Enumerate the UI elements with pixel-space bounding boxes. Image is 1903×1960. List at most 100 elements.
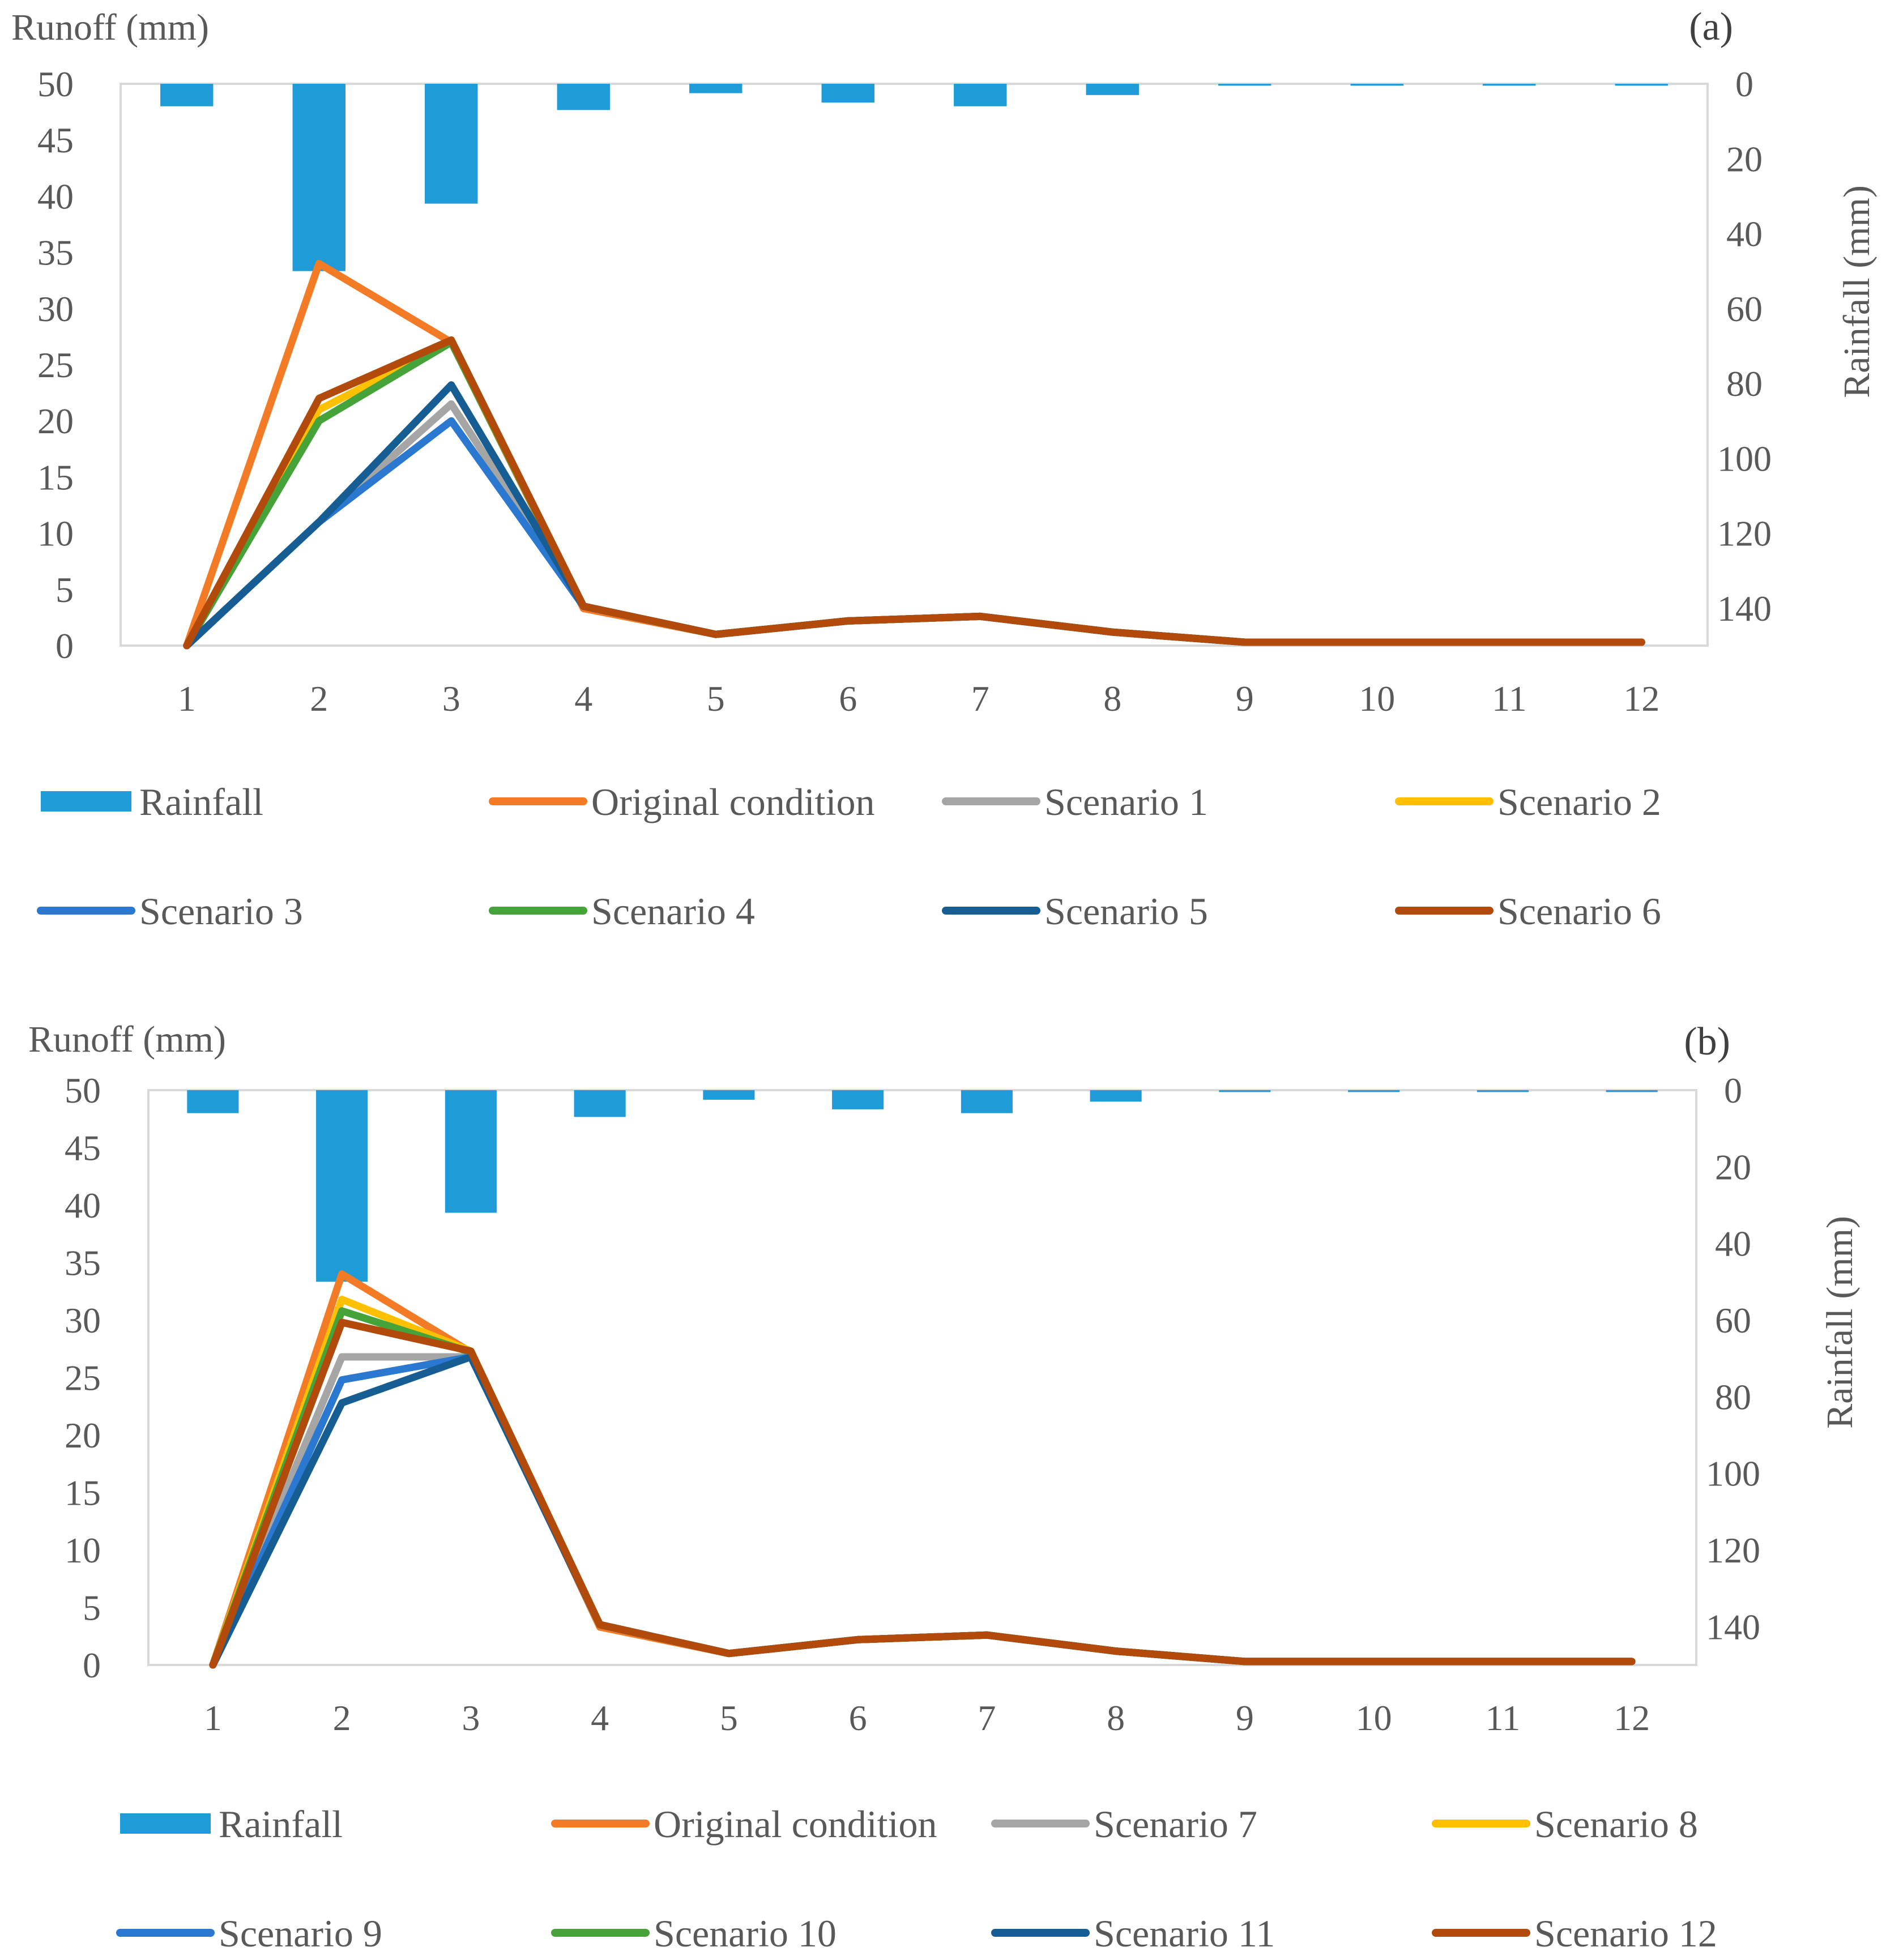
rainfall-tick-label: 20 [1726,139,1763,179]
rainfall-tick-label: 40 [1726,214,1763,254]
rainfall-tick-label: 40 [1715,1224,1751,1264]
x-tick-label: 2 [333,1698,351,1738]
rainfall-tick-label: 0 [1735,64,1753,104]
rainfall-bar [703,1090,755,1100]
rainfall-tick-label: 120 [1717,514,1772,554]
x-tick-label: 7 [978,1698,996,1738]
rainfall-tick-label: 100 [1706,1454,1760,1494]
plot-area-frame-b [147,1089,1697,1666]
legend-label: Scenario 3 [139,890,303,933]
rainfall-bar [160,84,214,106]
rainfall-tick-label: 140 [1706,1607,1760,1647]
x-tick-label: 5 [707,678,725,719]
runoff-axis-title-a: Runoff (mm) [11,7,209,48]
rainfall-bar [1606,1090,1658,1092]
x-tick-label: 9 [1236,678,1254,719]
runoff-tick-label: 30 [37,289,74,329]
x-tick-label: 5 [720,1698,738,1738]
rainfall-bar [1219,1090,1271,1092]
legend-label: Scenario 9 [219,1912,382,1955]
rainfall-bar [445,1090,497,1213]
runoff-tick-label: 20 [65,1415,101,1455]
runoff-tick-label: 35 [37,233,74,273]
series-line-scenario-12 [209,1318,1636,1669]
rainfall-axis-title-a: Rainfall (mm) [1836,185,1878,398]
legend-label: Scenario 10 [654,1912,837,1955]
runoff-tick-label: 5 [83,1588,101,1628]
rainfall-tick-label: 80 [1726,364,1763,404]
runoff-tick-label: 5 [56,570,74,610]
rainfall-bar [316,1090,368,1282]
legend-label: Scenario 2 [1497,780,1661,823]
x-tick-label: 4 [591,1698,609,1738]
rainfall-bar [689,84,743,93]
rainfall-bar [425,84,478,204]
rainfall-tick-label: 140 [1717,588,1772,629]
rainfall-tick-label: 80 [1715,1377,1751,1417]
runoff-tick-label: 20 [37,401,74,441]
legend-label: Scenario 5 [1044,890,1208,933]
runoff-tick-label: 0 [56,626,74,666]
rainfall-bar [1218,84,1271,86]
x-tick-label: 3 [442,678,460,719]
x-tick-label: 6 [839,678,857,719]
x-tick-label: 2 [310,678,328,719]
runoff-axis-title-b: Runoff (mm) [28,1019,226,1060]
rainfall-bar [1348,1090,1400,1092]
rainfall-bar [961,1090,1013,1113]
plot-area-frame-a [120,83,1709,647]
rainfall-tick-label: 100 [1717,438,1772,479]
x-tick-label: 1 [204,1698,222,1738]
panel-label-b: (b) [1684,1020,1730,1064]
legend-label: Scenario 7 [1094,1803,1257,1846]
x-tick-label: 10 [1359,678,1395,719]
legend-label: Rainfall [219,1803,343,1846]
runoff-tick-label: 0 [83,1645,101,1685]
x-tick-label: 6 [849,1698,867,1738]
rainfall-axis-title-b: Rainfall (mm) [1819,1216,1861,1429]
rainfall-tick-label: 120 [1706,1530,1760,1570]
x-tick-label: 8 [1107,1698,1125,1738]
legend-label: Scenario 12 [1534,1912,1717,1955]
legend-label: Scenario 8 [1534,1803,1698,1846]
rainfall-bar [187,1090,239,1113]
x-tick-label: 4 [574,678,592,719]
x-tick-label: 9 [1236,1698,1254,1738]
runoff-tick-label: 25 [65,1358,101,1398]
rainfall-bar [832,1090,884,1109]
runoff-tick-label: 30 [65,1300,101,1340]
rainfall-bar [1477,1090,1529,1092]
legend-label: Scenario 1 [1044,780,1208,823]
rainfall-bar [1350,84,1403,86]
runoff-tick-label: 45 [37,120,74,160]
runoff-tick-label: 10 [65,1530,101,1570]
legend-label: Scenario 11 [1094,1912,1275,1955]
rainfall-tick-label: 0 [1724,1070,1742,1111]
panel-label-a: (a) [1689,5,1733,49]
rainfall-bar [1615,84,1668,86]
rainfall-bar [954,84,1007,106]
runoff-tick-label: 15 [65,1473,101,1513]
x-tick-label: 8 [1103,678,1121,719]
runoff-tick-label: 35 [65,1243,101,1283]
runoff-tick-label: 50 [65,1070,101,1111]
x-tick-label: 1 [178,678,196,719]
x-tick-label: 10 [1356,1698,1392,1738]
series-line-scenario-6 [183,336,1645,650]
x-tick-label: 12 [1623,678,1659,719]
rainfall-bar [1090,1090,1142,1102]
x-tick-label: 3 [462,1698,480,1738]
rainfall-tick-label: 60 [1715,1300,1751,1340]
runoff-tick-label: 40 [65,1185,101,1225]
x-tick-label: 7 [971,678,989,719]
x-tick-label: 12 [1614,1698,1650,1738]
runoff-tick-label: 50 [37,64,74,104]
legend-label: Original condition [591,780,874,823]
legend-swatch-rainfall [41,791,131,812]
rainfall-tick-label: 20 [1715,1147,1751,1187]
rainfall-bar [292,84,345,271]
legend-label: Scenario 6 [1497,890,1661,933]
